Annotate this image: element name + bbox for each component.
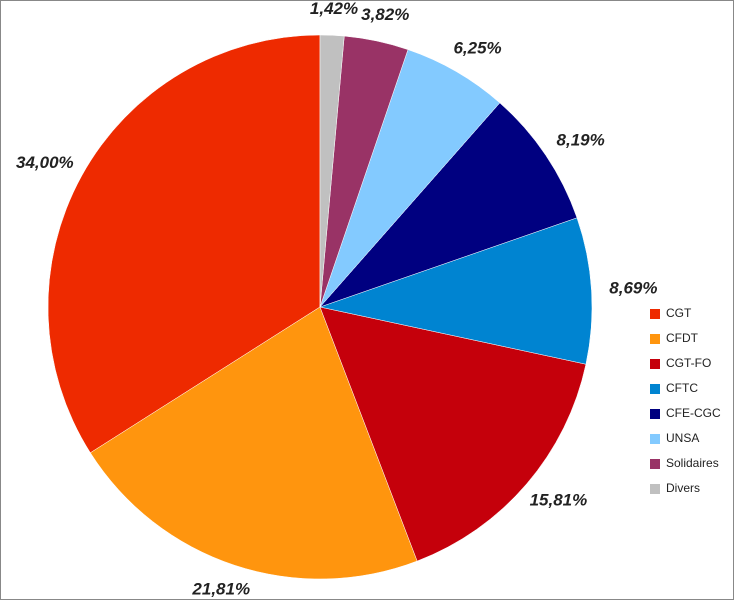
pie-slice (90, 306, 418, 580)
value-label: 8,69% (609, 278, 657, 297)
value-label: 1,42% (310, 0, 358, 18)
value-label: 8,19% (557, 130, 605, 149)
legend-swatch (650, 459, 660, 469)
value-label: 21,81% (191, 579, 250, 598)
pie-slice (319, 102, 578, 308)
legend-label: CFTC (666, 381, 698, 395)
legend-swatch (650, 409, 660, 419)
value-label: 34,00% (16, 153, 74, 172)
legend-swatch (650, 484, 660, 494)
value-label: 6,25% (453, 39, 501, 58)
legend-swatch (650, 334, 660, 344)
legend-label: CFE-CGC (666, 406, 721, 420)
pie-slice (47, 34, 321, 454)
value-label: 15,81% (530, 490, 588, 509)
legend-swatch (650, 359, 660, 369)
pie-slice (319, 306, 587, 562)
legend-label: Divers (666, 481, 700, 495)
pie-slice (319, 217, 593, 365)
legend-swatch (650, 309, 660, 319)
legend-label: CGT (666, 306, 692, 320)
pie-slice (319, 34, 345, 308)
legend-label: Solidaires (666, 456, 719, 470)
legend-label: CGT-FO (666, 356, 711, 370)
value-label: 3,82% (361, 5, 409, 24)
legend-label: UNSA (666, 431, 699, 445)
legend-swatch (650, 384, 660, 394)
legend-label: CFDT (666, 331, 699, 345)
legend-swatch (650, 434, 660, 444)
